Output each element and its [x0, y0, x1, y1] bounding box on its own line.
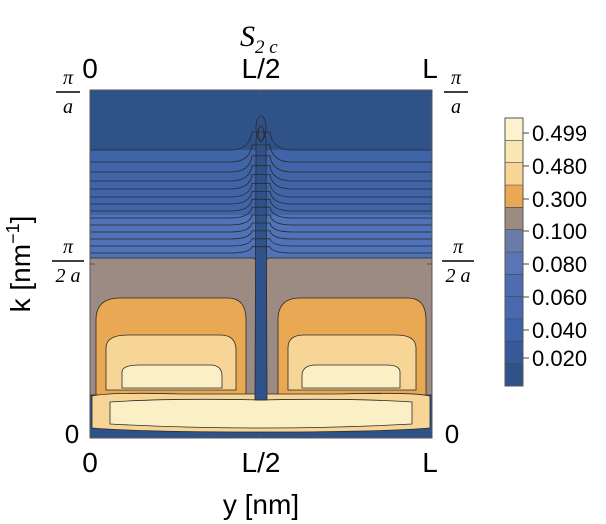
region-cream-left	[121, 364, 223, 389]
colorbar-swatch	[505, 274, 523, 298]
colorbar-frame	[504, 117, 524, 387]
colorbar-swatch	[505, 207, 523, 231]
contour-line	[90, 198, 432, 212]
contour-line	[90, 230, 432, 240]
y-axis-label-close: ]	[5, 216, 36, 224]
colorbar-label: 0.480	[532, 154, 587, 179]
contour-line	[90, 222, 432, 233]
tick-marks	[89, 89, 433, 439]
contour-line	[90, 174, 432, 190]
right-tick-label-pi-a: π a	[444, 67, 468, 118]
colorbar-swatch	[505, 319, 523, 342]
svg-text:a: a	[63, 96, 73, 118]
colorbar-label: 0.020	[532, 346, 587, 371]
title-subscript: 2 c	[255, 37, 278, 58]
right-tick-label-0: 0	[445, 419, 459, 449]
contour-line	[90, 214, 432, 226]
bottom-tick-label-L: L	[422, 447, 438, 478]
contour-line	[90, 206, 432, 219]
colorbar-swatch	[505, 363, 523, 387]
colorbar: 0.499 0.480 0.300 0.100 0.080 0.060 0.040 0.020	[504, 117, 587, 387]
contour-line	[90, 131, 432, 151]
colorbar-label: 0.040	[532, 318, 587, 343]
bottom-tick-label-half: L/2	[242, 447, 281, 478]
colorbar-swatch	[505, 118, 523, 141]
x-axis-label: y [nm]	[223, 489, 299, 520]
y-axis-label-text: k [nm	[5, 244, 36, 312]
svg-text:2 a: 2 a	[446, 265, 471, 287]
left-tick-label-pi-2a: π 2 a	[52, 236, 84, 287]
top-tick-label-half: L/2	[242, 53, 281, 84]
contour-line	[90, 246, 432, 254]
plot-area	[90, 90, 432, 438]
colorbar-swatch	[505, 185, 523, 208]
colorbar-labels: 0.499 0.480 0.300 0.100 0.080 0.060 0.040 0.020	[523, 121, 587, 371]
svg-text:π: π	[63, 236, 74, 258]
contour-loop	[255, 115, 267, 141]
svg-text:π: π	[451, 67, 462, 89]
contour-line	[90, 191, 432, 205]
contour-line	[90, 165, 432, 182]
colorbar-swatch	[505, 296, 523, 320]
top-tick-label-0: 0	[82, 53, 98, 84]
contour-line	[90, 183, 432, 198]
colorbar-swatch	[505, 252, 523, 275]
title-main: S	[240, 20, 255, 53]
svg-text:2 a: 2 a	[56, 265, 81, 287]
bottom-tick-label-0: 0	[82, 447, 98, 478]
contour-line	[90, 238, 432, 247]
colorbar-swatch	[505, 140, 523, 164]
right-tick-label-pi-2a: π 2 a	[442, 236, 474, 287]
colorbar-label: 0.100	[532, 219, 587, 244]
colorbar-swatch	[505, 341, 523, 365]
region-bottom-band-inner	[109, 398, 413, 429]
contour-line	[90, 155, 432, 173]
svg-text:π: π	[63, 67, 74, 89]
y-axis-label-sup: −1	[3, 223, 23, 244]
contour-loop	[257, 125, 265, 143]
colorbar-label: 0.080	[532, 252, 587, 277]
chart-title: S2 c	[240, 20, 278, 58]
colorbar-swatch	[505, 162, 523, 186]
colorbar-swatch	[505, 229, 523, 253]
left-tick-label-0: 0	[65, 419, 79, 449]
left-tick-label-pi-a: π a	[56, 67, 80, 118]
colorbar-label: 0.300	[532, 187, 587, 212]
contour-line	[90, 144, 432, 163]
svg-text:π: π	[453, 236, 464, 258]
colorbar-swatches	[505, 118, 523, 387]
colorbar-label: 0.499	[532, 121, 587, 146]
region-central-spike	[254, 125, 268, 401]
top-tick-label-L: L	[422, 53, 438, 84]
colorbar-label: 0.060	[532, 285, 587, 310]
contour-lines	[90, 115, 432, 254]
region-cream-right	[301, 364, 401, 389]
svg-text:a: a	[451, 96, 461, 118]
y-axis-label: k [nm−1]	[3, 216, 36, 313]
